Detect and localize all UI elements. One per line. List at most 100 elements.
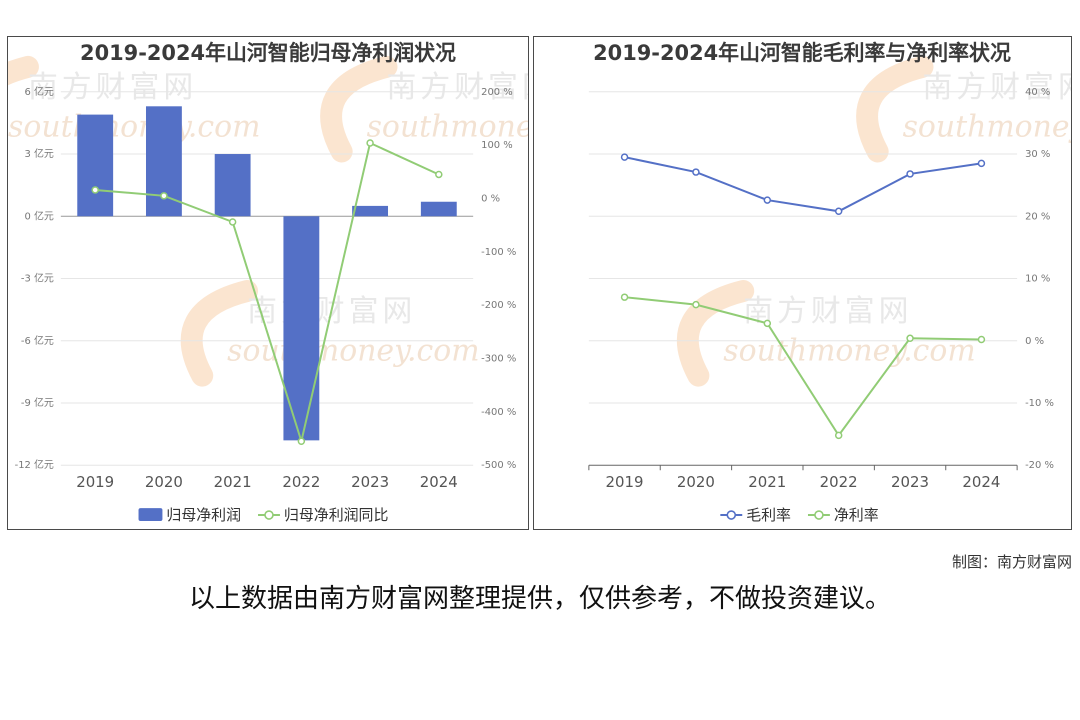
x-tick-label: 2024: [962, 473, 1000, 491]
chart-credit: 制图：南方财富网: [951, 553, 1072, 571]
gridlines: [60, 91, 474, 466]
watermark-subtext: southmoney.com: [903, 110, 1071, 145]
watermark-text: 南方财富网: [387, 70, 528, 105]
gross-margin-line: [624, 156, 982, 213]
left-tick-label: -6 亿元: [21, 334, 54, 347]
gross-point-2019: [620, 153, 629, 161]
gross-point-2021: [763, 196, 772, 204]
left-tick-label: 6 亿元: [25, 85, 54, 98]
legend-label-gross: 毛利率: [746, 506, 791, 524]
watermark-logo-mark: [320, 55, 398, 163]
watermark-text: 南方财富网: [28, 70, 197, 105]
x-tick-label: 2020: [677, 473, 715, 491]
legend-swatch-net-marker: [814, 510, 824, 520]
left-tick-label: 0 亿元: [25, 209, 54, 222]
yoy-line-series: [91, 139, 443, 446]
left-tick-label: -9 亿元: [21, 396, 54, 409]
watermark-logo-mark: [8, 55, 39, 86]
x-tick-label: 2022: [282, 473, 320, 491]
x-axis-ticks: 2019 2020 2021 2022 2023 2024: [606, 473, 1001, 491]
yoy-line: [95, 141, 440, 446]
gross-point-2020: [692, 168, 700, 176]
left-tick-label: -12 亿元: [15, 458, 54, 471]
x-tick-label: 2021: [214, 473, 252, 491]
gross-point-2022: [834, 207, 843, 216]
x-tick-label: 2020: [145, 473, 183, 491]
right-tick-label: 40 %: [1025, 87, 1050, 98]
right-tick-label: -300 %: [481, 354, 516, 365]
watermark-logo-mark: [180, 280, 259, 387]
left-chart-panel: 南方财富网 southmoney.com 南方财富网 southmoney.com 南方…: [7, 36, 529, 530]
chart-title: 2019-2024年山河智能归母净利润状况: [80, 41, 456, 65]
right-tick-label: 0 %: [481, 193, 500, 204]
right-tick-label: 0 %: [1025, 336, 1044, 347]
net-point-2022: [834, 431, 843, 440]
right-tick-label: -10 %: [1025, 398, 1054, 409]
gross-point-2023: [906, 170, 914, 178]
bar-2024: [420, 201, 457, 217]
watermark-subtext: southmoney.com: [8, 110, 260, 145]
net-point-2024: [977, 335, 986, 344]
net-point-2020: [692, 300, 700, 309]
disclaimer-text: 以上数据由南方财富网整理提供，仅供参考，不做投资建议。: [188, 584, 891, 614]
right-tick-label: 30 %: [1025, 149, 1050, 160]
right-tick-label: -200 %: [481, 300, 516, 311]
watermark-text: 南方财富网: [247, 294, 416, 329]
yoy-point-2019: [91, 186, 99, 194]
yoy-point-2022: [297, 437, 306, 445]
bar-2021: [214, 154, 251, 217]
x-tick-label: 2023: [891, 473, 929, 491]
right-tick-label: -20 %: [1025, 460, 1054, 471]
x-tick-label: 2021: [748, 473, 786, 491]
watermark-logo-mark: [856, 55, 934, 163]
watermark: 南方财富网 southmoney.com 南方财富网 southmoney.com 南方…: [8, 55, 528, 387]
legend-label-net: 净利率: [834, 506, 879, 524]
legend-swatch-yoy-marker: [264, 510, 274, 520]
net-point-2019: [620, 293, 629, 301]
right-axis-ticks: 40 % 30 % 20 % 10 % 0 % -10 % -20 %: [1025, 87, 1054, 471]
legend-swatch-gross-marker: [726, 510, 737, 520]
x-tick-label: 2022: [820, 473, 858, 491]
legend-swatch-bar: [138, 508, 163, 522]
legend: 归母净利润 归母净利润同比: [138, 506, 388, 524]
right-tick-label: -500 %: [481, 460, 516, 471]
watermark-subtext: southmoney.com: [227, 334, 479, 369]
bar-2022: [283, 216, 320, 441]
right-tick-label: 10 %: [1025, 274, 1050, 285]
watermark-subtext: southmoney.com: [367, 110, 528, 145]
right-axis-ticks: 200 % 100 % 0 % -100 % -200 % -300 % -400 % -50…: [481, 87, 516, 471]
chart-title: 2019-2024年山河智能毛利率与净利率状况: [593, 41, 1011, 65]
yoy-point-2024: [435, 170, 443, 179]
yoy-point-2020: [160, 192, 168, 200]
watermark-text: 南方财富网: [923, 70, 1071, 105]
legend: 毛利率 净利率: [720, 506, 879, 524]
gross-point-2024: [977, 159, 986, 168]
yoy-point-2021: [228, 218, 237, 226]
left-axis-ticks: 6 亿元 3 亿元 0 亿元 -3 亿元 -6 亿元 -9 亿元 -12 亿元: [15, 85, 54, 471]
x-tick-label: 2019: [76, 473, 114, 491]
x-tick-label: 2024: [420, 473, 458, 491]
right-tick-label: 100 %: [481, 140, 513, 151]
left-tick-label: -3 亿元: [21, 272, 54, 285]
bar-2023: [352, 205, 389, 217]
x-axis-ticks: 2019 2020 2021 2022 2023 2024: [76, 473, 458, 491]
right-tick-label: 20 %: [1025, 211, 1050, 222]
net-profit-chart: 南方财富网 southmoney.com 南方财富网 southmoney.com 南方…: [8, 41, 528, 524]
watermark-logo-mark: [676, 280, 755, 387]
right-tick-label: 200 %: [481, 87, 513, 98]
x-tick-label: 2023: [351, 473, 389, 491]
x-tick-label: 2019: [606, 473, 644, 491]
yoy-point-2023: [366, 139, 374, 147]
right-tick-label: -400 %: [481, 407, 516, 418]
net-margin-line: [624, 296, 982, 438]
gridlines: [588, 91, 1018, 471]
legend-label-net-profit: 归母净利润: [166, 506, 241, 524]
bar-2019: [77, 114, 114, 217]
right-tick-label: -100 %: [481, 247, 516, 258]
left-tick-label: 3 亿元: [25, 147, 54, 160]
net-point-2023: [906, 334, 914, 343]
line-series: [620, 153, 986, 440]
